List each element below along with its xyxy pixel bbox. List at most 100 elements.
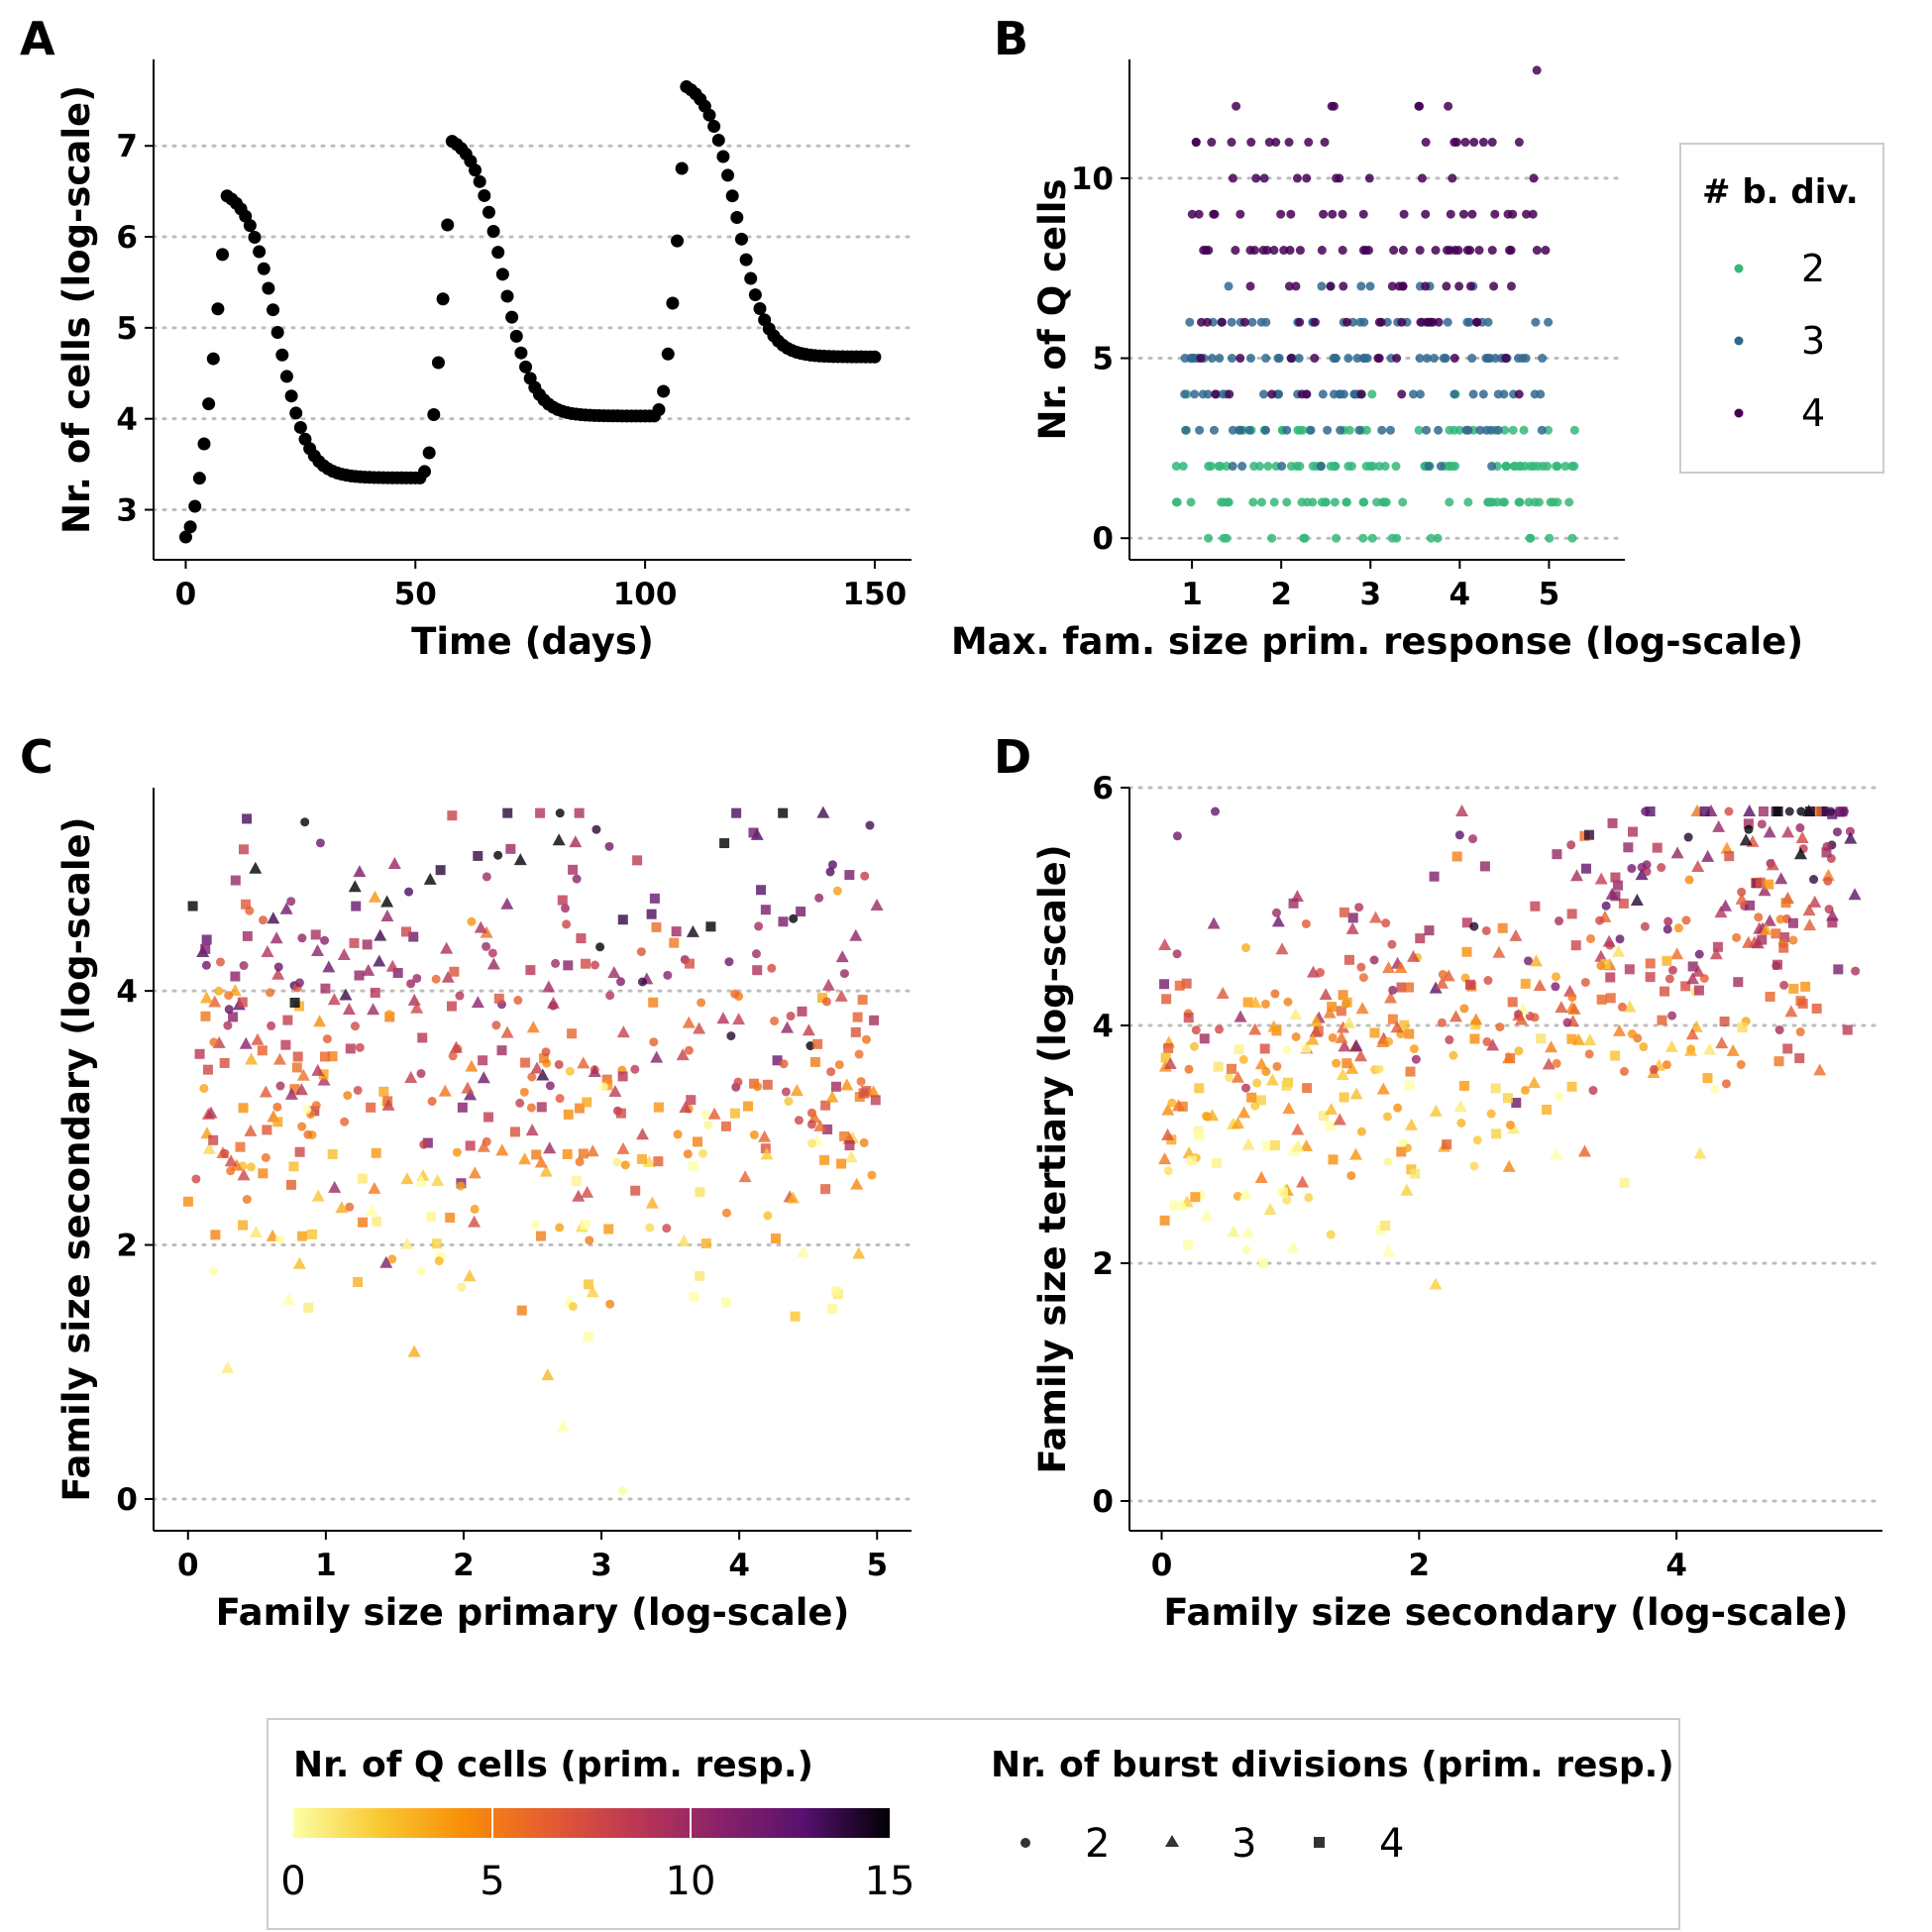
data-point-d-square (1343, 954, 1354, 965)
data-point-b-bdiv-2 (1217, 497, 1227, 507)
data-point-b-bdiv-4 (1444, 101, 1453, 111)
data-point-c-triangle (867, 1085, 881, 1098)
data-point-b-bdiv-4 (1541, 246, 1551, 256)
data-point-d-square (1257, 1257, 1268, 1268)
data-point-c-triangle (449, 1040, 463, 1053)
data-point-d-circle (1580, 977, 1590, 987)
data-point-c-triangle (850, 1177, 864, 1190)
data-point-d-triangle (1486, 1038, 1500, 1051)
colorbar-label-0: 0 (280, 1859, 305, 1904)
data-point-c-square (760, 1143, 771, 1154)
data-point-c-circle (591, 824, 601, 834)
data-point-b-bdiv-4 (1478, 138, 1488, 148)
data-point-b-bdiv-4 (1490, 209, 1500, 219)
data-point-c-square (362, 939, 373, 950)
data-point-b-bdiv-4 (1474, 246, 1484, 256)
data-point-c-triangle (849, 928, 863, 941)
data-point-c-triangle (525, 1124, 539, 1136)
data-point-b-bdiv-2 (1552, 462, 1561, 472)
data-point-d-circle (1481, 925, 1491, 935)
data-point-d-circle (1398, 1137, 1408, 1147)
data-point-b-bdiv-3 (1190, 389, 1200, 399)
data-point-c-square (353, 1276, 364, 1287)
data-point-c-circle (302, 1105, 312, 1115)
data-point-b-bdiv-2 (1367, 389, 1377, 399)
data-point-c-triangle (267, 912, 280, 924)
data-point-c-triangle (552, 833, 566, 846)
data-point-d-circle (1699, 973, 1709, 983)
data-point-d-circle (1270, 989, 1280, 999)
data-point-d-square (1645, 958, 1656, 969)
data-point-c-square (688, 1160, 698, 1171)
data-point-d-triangle (1781, 825, 1795, 838)
data-point-d-square (1424, 925, 1435, 936)
data-point-c-circle (419, 1139, 429, 1149)
data-point-d-triangle (1355, 1002, 1369, 1015)
data-point-b-bdiv-4 (1269, 246, 1279, 256)
data-point-c-triangle (541, 1368, 555, 1381)
data-point-c-triangle (760, 1147, 774, 1160)
data-point-b-bdiv-3 (1294, 354, 1304, 364)
data-point-a (500, 289, 514, 303)
data-point-c-square (574, 1103, 585, 1114)
data-point-b-bdiv-3 (1422, 354, 1432, 364)
data-point-c-square (370, 987, 380, 998)
x-tick-label-a-150: 150 (843, 577, 908, 612)
data-point-c-triangle (407, 993, 421, 1006)
data-point-c-square (431, 1238, 442, 1249)
data-point-c-triangle (581, 1185, 594, 1198)
data-point-b-bdiv-3 (1282, 425, 1292, 435)
data-point-b-bdiv-4 (1246, 138, 1256, 148)
data-point-b-bdiv-2 (1564, 497, 1574, 507)
data-point-d-circle (1272, 1061, 1282, 1071)
data-point-d-circle (1469, 921, 1479, 931)
data-point-b-bdiv-4 (1389, 246, 1399, 256)
data-point-b-bdiv-2 (1525, 533, 1535, 543)
data-point-d-triangle (1319, 988, 1333, 1001)
data-point-d-circle (1482, 1036, 1492, 1046)
data-point-d-square (1339, 1092, 1349, 1103)
data-point-c-triangle (313, 1015, 327, 1027)
data-point-d-square (1429, 871, 1440, 882)
data-point-c-circle (779, 1059, 789, 1069)
data-point-d-triangle (1282, 1102, 1296, 1115)
data-point-d-triangle (1436, 976, 1449, 989)
data-point-c-triangle (852, 1246, 866, 1259)
data-point-b-bdiv-4 (1204, 246, 1214, 256)
data-point-c-square (729, 1108, 740, 1119)
panel-label-a: A (20, 12, 55, 65)
data-point-c-square (669, 937, 680, 948)
data-point-c-circle (575, 1157, 585, 1167)
data-point-d-square (1660, 986, 1670, 997)
data-point-c-square (320, 983, 331, 994)
data-point-d-circle (1736, 1060, 1746, 1070)
data-point-b-bdiv-2 (1544, 425, 1554, 435)
colorbar-title: Nr. of Q cells (prim. resp.) (293, 1745, 813, 1785)
data-point-d-triangle (1703, 1042, 1717, 1055)
data-point-c-circle (493, 850, 503, 860)
data-point-b-bdiv-3 (1409, 389, 1419, 399)
data-point-d-circle (1757, 819, 1767, 829)
data-point-d-triangle (1267, 1020, 1281, 1032)
data-point-d-square (1301, 1042, 1312, 1053)
data-point-c-square (297, 1231, 308, 1241)
data-point-d-square (1302, 1083, 1313, 1094)
x-tick-label-b-2: 2 (1270, 577, 1292, 612)
data-point-c-circle (854, 1049, 864, 1059)
data-point-d-square (1404, 982, 1415, 993)
data-point-d-triangle (1594, 872, 1608, 885)
data-point-b-bdiv-4 (1310, 354, 1320, 364)
legend-key-bdiv-4 (1734, 408, 1744, 418)
data-point-c-circle (806, 1120, 816, 1129)
data-point-d-triangle (1237, 1106, 1251, 1119)
data-point-d-circle (1779, 980, 1789, 990)
data-point-c-triangle (588, 1064, 601, 1077)
data-point-c-circle (636, 947, 646, 957)
data-point-b-bdiv-4 (1415, 101, 1425, 111)
data-point-c-square (292, 1051, 303, 1062)
data-point-d-circle (1551, 972, 1560, 982)
data-point-d-triangle (1158, 1152, 1172, 1165)
data-point-b-bdiv-4 (1232, 101, 1241, 111)
data-point-d-circle (1387, 939, 1397, 949)
data-point-a (734, 232, 748, 246)
